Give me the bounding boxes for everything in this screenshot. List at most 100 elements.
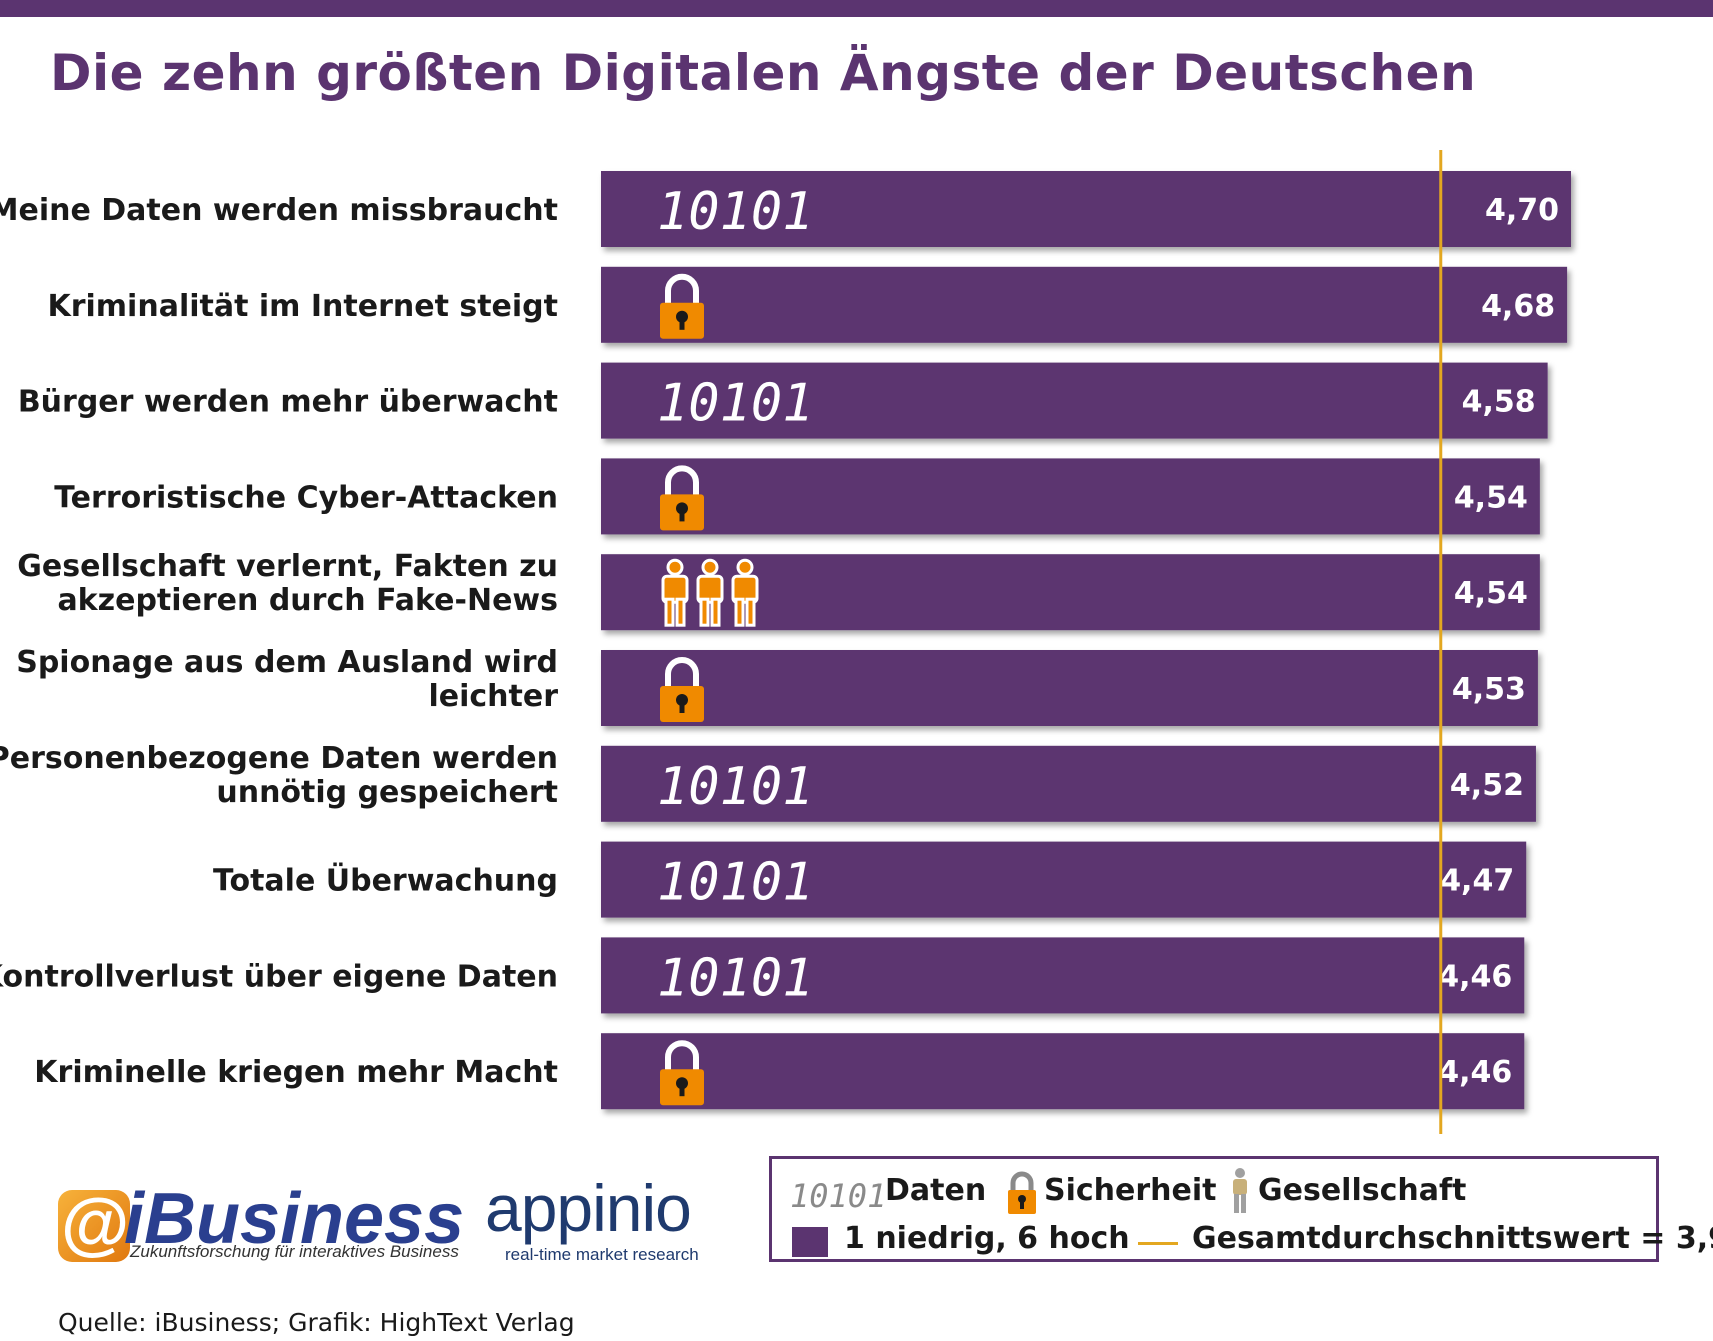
lock-shackle <box>665 657 699 687</box>
value-label: 4,46 <box>1438 1055 1512 1090</box>
value-label: 4,70 <box>1485 193 1559 228</box>
category-label: Terroristische Cyber-Attacken <box>54 480 558 515</box>
bar-row: Kriminelle kriegen mehr Macht 4,46 <box>34 1033 1525 1110</box>
category-label: Bürger werden mehr überwacht <box>18 385 558 420</box>
ibusiness-name: iBusiness <box>124 1179 465 1259</box>
person-leg <box>734 597 745 627</box>
bar <box>601 1033 1525 1110</box>
legend-scale-label: 1 niedrig, 6 hoch <box>844 1221 1130 1256</box>
appinio-logo: appinio real-time market research <box>485 1171 725 1264</box>
lock-keyhole-slot <box>679 318 685 330</box>
category-label: Personenbezogene Daten werden <box>0 741 558 776</box>
person-leg <box>675 597 686 627</box>
legend-gesellschaft-label: Gesellschaft <box>1258 1173 1467 1208</box>
person-icon <box>731 558 759 627</box>
category-label: Kriminalität im Internet steigt <box>47 289 558 324</box>
person-body <box>696 574 724 604</box>
lock-keyhole-slot <box>679 1085 685 1097</box>
bar-chart: Meine Daten werden missbraucht 10101 4,70 K… <box>0 150 1571 1134</box>
bar <box>601 745 1536 822</box>
ibusiness-logo: @ iBusiness Zukunftsforschung für intera… <box>58 1179 468 1263</box>
category-label: Meine Daten werden missbraucht <box>0 193 558 228</box>
category-label: Totale Überwachung <box>213 862 558 899</box>
category-label: akzeptieren durch Fake-News <box>57 583 558 618</box>
bar <box>601 266 1568 343</box>
value-label: 4,68 <box>1481 289 1555 324</box>
person-body <box>731 574 759 604</box>
lock-keyhole <box>676 310 688 323</box>
lock-shackle <box>665 1040 699 1071</box>
data-digits-icon: 10101 <box>657 757 814 817</box>
legend-bar-swatch <box>792 1227 828 1257</box>
data-digits-icon: 10101 <box>657 374 814 434</box>
person-head <box>736 558 754 576</box>
top-accent-bar <box>0 0 1713 17</box>
person-icon <box>661 558 689 627</box>
bar-row: Kontrollverlust über eigene Daten 10101 4,… <box>0 937 1525 1014</box>
legend-person-icon <box>1233 1168 1247 1213</box>
legend: 10101 Daten Sicherheit Gesellschaft 1 ni… <box>769 1156 1713 1262</box>
bar <box>601 650 1538 726</box>
legend-average-label: Gesamtdurchschnittswert = 3,99 <box>1192 1221 1713 1256</box>
lock-icon <box>660 1040 704 1106</box>
data-digits-icon: 10101 <box>657 948 814 1008</box>
value-label: 4,46 <box>1438 959 1512 994</box>
category-label: Gesellschaft verlernt, Fakten zu <box>17 549 558 584</box>
lock-icon <box>660 465 704 531</box>
data-digits-icon: 10101 <box>657 853 814 913</box>
lock-keyhole-slot <box>679 510 685 522</box>
person-leg <box>710 597 721 627</box>
appinio-name: appinio <box>485 1171 692 1245</box>
bar <box>601 458 1540 535</box>
category-label: leichter <box>428 679 558 714</box>
category-label: Kontrollverlust über eigene Daten <box>0 959 558 994</box>
bar <box>601 171 1571 247</box>
person-leg <box>699 597 710 627</box>
legend-sicherheit-label: Sicherheit <box>1044 1173 1217 1208</box>
bar-row: Kriminalität im Internet steigt 4,68 <box>47 266 1568 343</box>
appinio-tagline: real-time market research <box>505 1245 699 1264</box>
lock-keyhole-slot <box>679 702 685 713</box>
bar-row: Terroristische Cyber-Attacken 4,54 <box>54 458 1540 535</box>
value-label: 4,53 <box>1452 672 1526 707</box>
person-head <box>701 558 719 576</box>
bar <box>601 937 1525 1014</box>
lock-icon <box>660 273 704 339</box>
bar-row: Bürger werden mehr überwacht 10101 4,58 <box>18 362 1548 439</box>
person-icon <box>696 558 724 627</box>
lock-shackle <box>665 273 699 304</box>
person-leg <box>664 597 675 627</box>
bar-row: Totale Überwachung 10101 4,47 <box>213 841 1527 918</box>
bar-row: Gesellschaft verlernt, Fakten zuakzeptie… <box>17 549 1540 631</box>
category-label: Kriminelle kriegen mehr Macht <box>34 1055 558 1090</box>
legend-average-line <box>1138 1242 1178 1245</box>
lock-shackle <box>665 465 699 496</box>
person-leg <box>745 597 756 627</box>
chart-title: Die zehn größten Digitalen Ängste der De… <box>50 44 1477 102</box>
lock-keyhole <box>676 694 688 706</box>
data-digits-icon: 10101 <box>657 182 814 242</box>
source-note: Quelle: iBusiness; Grafik: HighText Verl… <box>58 1308 575 1337</box>
value-label: 4,52 <box>1450 768 1524 803</box>
lock-keyhole <box>676 1077 688 1090</box>
value-label: 4,47 <box>1440 864 1514 899</box>
lock-keyhole <box>676 502 688 515</box>
lock-icon <box>660 657 704 722</box>
person-head <box>666 558 684 576</box>
value-label: 4,54 <box>1454 576 1528 611</box>
ibusiness-badge-icon: @ <box>58 1185 130 1263</box>
person-body <box>661 574 689 604</box>
category-label: unnötig gespeichert <box>216 775 558 810</box>
bar <box>601 841 1527 918</box>
bar-row: Meine Daten werden missbraucht 10101 4,70 <box>0 171 1571 247</box>
category-label: Spionage aus dem Ausland wird <box>16 645 558 680</box>
bar <box>601 362 1548 439</box>
ibusiness-tagline: Zukunftsforschung für interaktives Busin… <box>130 1242 459 1261</box>
value-label: 4,54 <box>1454 480 1528 515</box>
legend-lock-icon <box>1008 1171 1036 1214</box>
value-label: 4,58 <box>1462 385 1536 420</box>
legend-daten-label: Daten <box>885 1173 987 1208</box>
legend-daten-digits: 10101 <box>790 1177 887 1215</box>
